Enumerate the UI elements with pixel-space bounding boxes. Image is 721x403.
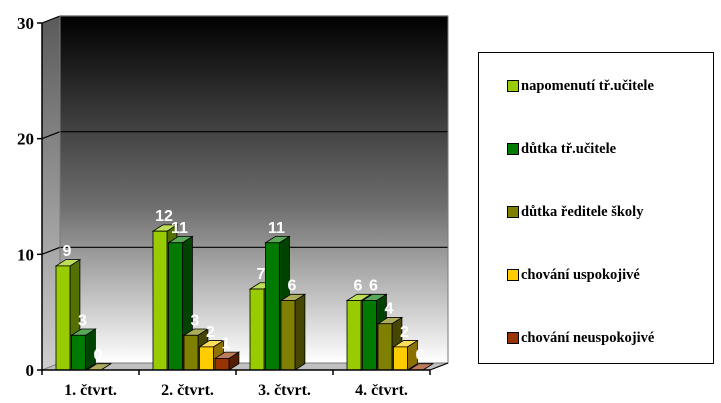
bar-front [183, 334, 199, 371]
data-label: 6 [369, 278, 378, 295]
data-label: 2 [206, 324, 215, 341]
bar-front [168, 242, 183, 371]
data-label: 1 [222, 335, 231, 352]
data-label: 4 [385, 301, 394, 318]
bar-front [152, 230, 168, 371]
gridline-side [41, 131, 61, 140]
y-tick-label: 30 [17, 14, 34, 33]
data-label: 11 [268, 220, 285, 237]
legend-item: důtka ředitele školy [507, 202, 643, 222]
bar-front [265, 242, 280, 371]
legend-label: chování neuspokojivé [521, 329, 655, 346]
data-label: 0 [416, 347, 425, 364]
legend-swatch [507, 206, 519, 218]
y-tick-label: 0 [26, 361, 35, 380]
bar [70, 328, 97, 371]
data-label: 2 [400, 324, 409, 341]
bar [279, 293, 307, 371]
legend-swatch [507, 143, 519, 155]
bar-front [377, 323, 393, 371]
data-label: 11 [171, 220, 188, 237]
legend-label: důtka ředitele školy [521, 203, 644, 220]
bar-front [346, 300, 362, 371]
legend-item: chování uspokojivé [507, 265, 640, 285]
legend-item: napomenutí tř.učitele [507, 76, 654, 96]
data-label: 3 [191, 312, 200, 329]
bar-front [214, 358, 230, 371]
bar-front [71, 334, 86, 371]
data-label: 9 [63, 243, 72, 260]
gridline-side [41, 246, 61, 255]
legend-label: chování uspokojivé [521, 266, 640, 283]
bar-front [199, 346, 214, 371]
x-tick-label: 3. čtvrt. [258, 382, 311, 399]
data-label: 7 [257, 266, 266, 283]
y-tick-label: 10 [17, 245, 34, 264]
data-label: 6 [288, 278, 297, 295]
bar [392, 339, 419, 371]
y-tick-label: 20 [17, 130, 34, 149]
x-tick-label: 2. čtvrt. [161, 382, 214, 399]
legend-swatch [507, 80, 519, 92]
bar-side [294, 293, 306, 371]
legend-label: napomenutí tř.učitele [521, 77, 654, 94]
data-label: 6 [354, 278, 363, 295]
floor-edge [429, 362, 449, 371]
data-label: 0 [94, 347, 103, 364]
legend-label: důtka tř.učitele [521, 140, 617, 157]
bar-front [362, 300, 377, 371]
legend-item: důtka tř.učitele [507, 139, 616, 159]
gridline-side [41, 15, 61, 24]
legend: napomenutí tř.učitele důtka tř.učitele důt… [478, 52, 714, 364]
bar-front [393, 346, 408, 371]
x-tick-label: 1. čtvrt. [64, 382, 117, 399]
legend-item: chování neuspokojivé [507, 328, 654, 348]
data-label: 12 [155, 208, 173, 225]
legend-swatch [507, 269, 519, 281]
data-label: 3 [78, 312, 87, 329]
side-wall [42, 16, 60, 370]
bar [213, 351, 241, 371]
bar-front [249, 288, 265, 371]
x-tick-label: 4. čtvrt. [355, 382, 408, 399]
legend-swatch [507, 332, 519, 344]
bar-front [280, 300, 296, 371]
bars [54, 224, 435, 371]
bar-front [55, 265, 71, 371]
